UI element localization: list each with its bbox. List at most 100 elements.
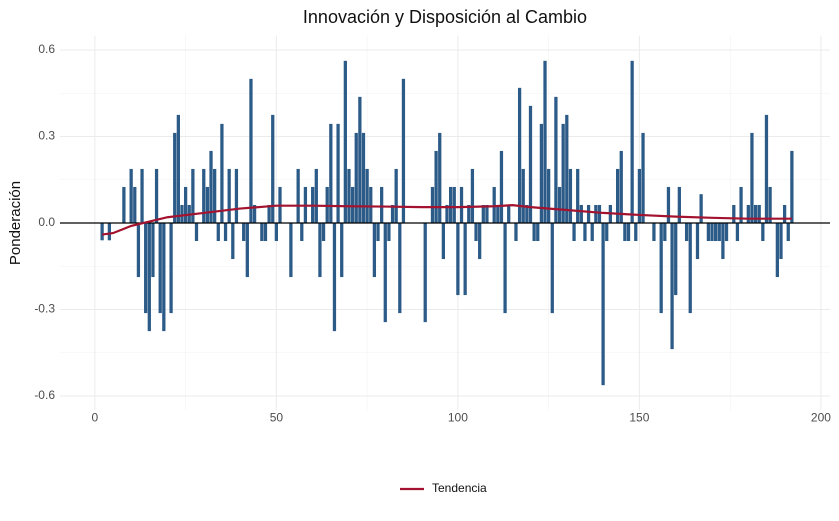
bar [568,168,573,223]
bar [376,223,380,242]
bar [122,186,126,223]
bar [434,150,438,223]
bar [637,168,642,223]
bar [227,168,231,223]
bar [231,223,235,260]
bar [154,168,159,223]
bar [532,223,536,242]
bar [448,186,453,223]
y-tick-label: 0.0 [38,215,55,229]
bar [361,132,366,223]
bar [710,223,714,242]
bar [194,223,199,242]
bar [721,223,725,260]
bar [739,186,743,223]
bar [354,132,358,223]
bar [543,60,547,224]
bar [441,223,445,260]
bar [557,186,562,223]
bar [576,168,580,223]
bar [586,204,591,223]
bar [615,168,620,223]
bar [536,223,540,242]
bar [245,223,249,278]
bar [380,186,384,223]
bar [496,204,500,223]
bar [554,96,558,223]
bar [173,132,177,223]
bar [630,60,634,224]
bar [764,114,769,223]
bar [140,168,144,223]
bar [267,204,271,223]
bar [343,60,347,224]
bar [579,204,583,223]
bar [438,132,442,223]
bar [485,204,489,223]
bar [761,223,765,242]
bar [151,223,155,278]
bar [634,223,638,242]
bar [271,114,275,223]
bar [234,168,239,223]
bar [445,204,449,223]
bar [521,168,525,223]
bar [514,223,518,242]
bar [706,223,711,242]
bar [463,223,467,296]
bar [663,223,667,242]
bar [183,186,188,223]
bar [666,186,671,223]
bar [714,223,718,242]
bar [296,168,300,223]
bar [507,204,511,223]
bar [674,223,678,296]
bar [263,223,268,242]
bar [768,186,772,223]
bar [735,223,740,242]
bar [107,223,112,241]
x-tick-label: 200 [811,411,831,425]
bar [162,223,166,332]
bar [782,204,787,223]
bar [467,204,471,223]
bar [550,223,554,314]
bar [779,223,783,260]
chart-title: Innovación y Disposición al Cambio [303,7,587,27]
trend-line [101,204,792,236]
bar [572,223,576,242]
bar [456,223,460,296]
bar [481,204,485,223]
bar [332,223,337,332]
bar [565,114,569,223]
bar [369,186,373,223]
bar [336,123,340,223]
bar [750,132,754,223]
bar [790,150,794,223]
bar [394,168,398,223]
bar [202,168,206,223]
bar [452,186,456,223]
bar [398,223,402,314]
bar [136,223,141,278]
bar [329,123,333,223]
bar [358,96,362,223]
y-axis-label: Ponderación [7,181,24,265]
x-tick-label: 150 [629,411,649,425]
y-tick-label: 0.6 [38,42,55,56]
bar [249,78,253,223]
bar [652,223,656,242]
bar [525,204,529,223]
bar [626,223,631,242]
bar [699,194,703,223]
bar [390,204,395,223]
bar [365,168,369,223]
bar [539,123,544,223]
bar [321,223,326,242]
bar [677,186,681,223]
bar [583,223,587,242]
bar [423,223,427,323]
bar [746,204,750,223]
bar [430,186,435,223]
